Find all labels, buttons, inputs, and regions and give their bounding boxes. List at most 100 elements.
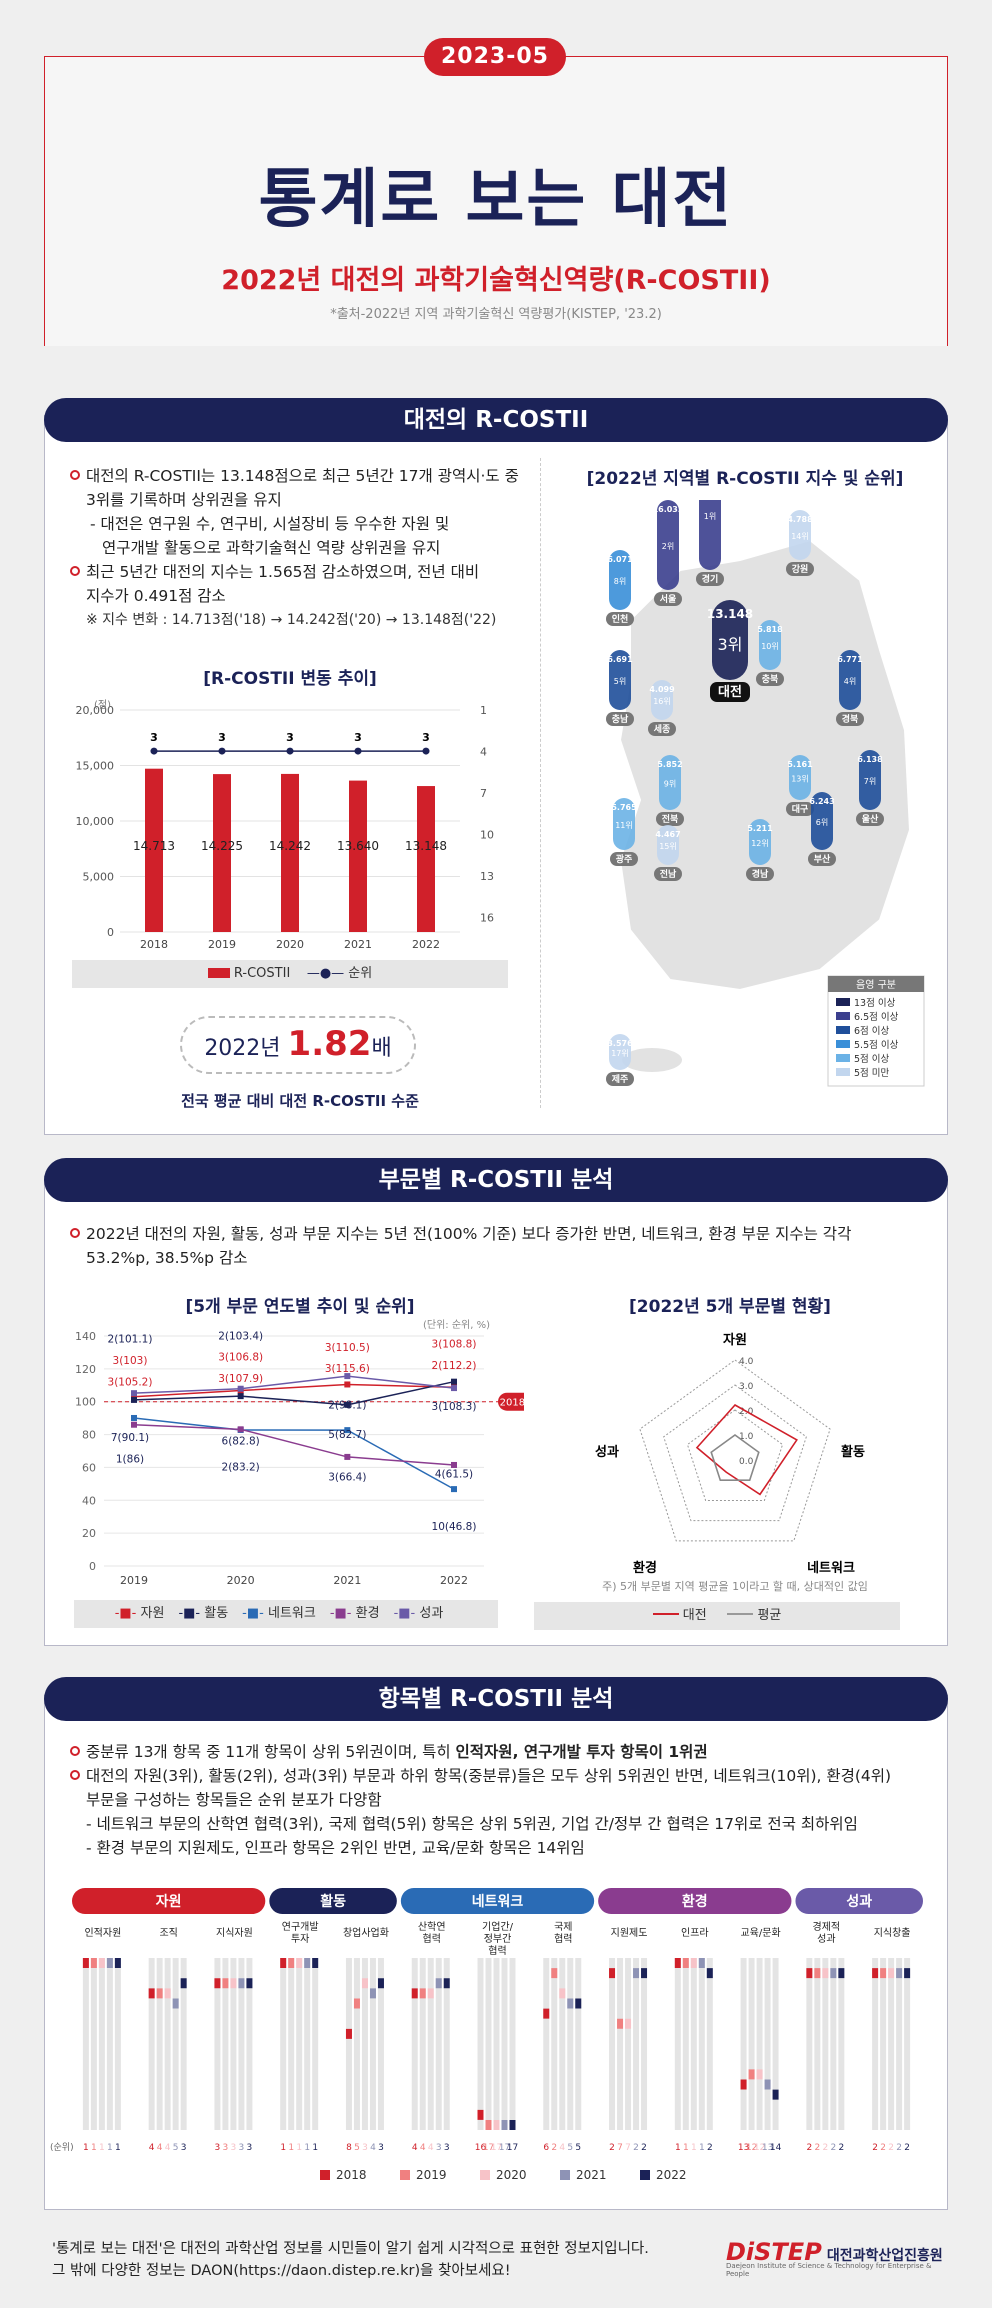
line-환경: [133, 1423, 455, 1466]
region-rank: 12위: [751, 839, 769, 848]
rank-track: [575, 1958, 582, 2130]
rank-mark: [501, 2120, 508, 2130]
rank-track: [156, 1958, 163, 2130]
rank-track: [888, 1958, 895, 2130]
rank-value: 1: [699, 2143, 705, 2153]
rank-mark: [172, 1998, 179, 2009]
section-3-title: 항목별 R-COSTII 분석: [44, 1677, 948, 1721]
group-pill: [400, 1888, 595, 1914]
rank-mark: [575, 1998, 582, 2009]
bar-value: 14.225: [201, 839, 243, 853]
point-환경: [344, 1453, 351, 1460]
rank-mark: [740, 2079, 747, 2090]
rank-label: 3: [218, 731, 226, 744]
sec3-bullets: 중분류 13개 항목 중 11개 항목이 상위 5위권이며, 특히 인적자원, …: [70, 1740, 940, 1860]
bar-충남: [609, 650, 631, 710]
region-name: 충남: [612, 713, 629, 725]
tag-bg: [654, 867, 682, 881]
data-label: 3(108.3): [432, 1401, 477, 1413]
rank-point: [354, 747, 362, 755]
year-label: 2020: [496, 2168, 527, 2182]
rank-track: [806, 1958, 813, 2130]
tag-bg: [696, 572, 724, 586]
source-note: *출처-2022년 지역 과학기술혁신 역량평가(KISTEP, '23.2): [330, 307, 662, 322]
data-label: 3(110.5): [325, 1342, 370, 1354]
region-name: 울산: [862, 813, 879, 825]
bar-서울: [657, 500, 679, 590]
region-value: 13.148: [707, 607, 753, 621]
line-title: [5개 부문 연도별 추이 및 순위]: [185, 1297, 415, 1317]
rank-value: 2: [641, 2143, 647, 2153]
legend-label: 5.5점 이상: [854, 1039, 899, 1051]
rank-track: [904, 1958, 911, 2130]
bar-대전: [712, 600, 748, 680]
baseline-label: 2018년: [500, 1397, 524, 1409]
year-swatch: [400, 2170, 410, 2180]
rank-track: [698, 1958, 705, 2130]
rank-value: 4: [370, 2143, 376, 2153]
bar-부산: [811, 792, 833, 850]
region-value: 4.099: [649, 685, 675, 694]
item-name: 연구개발: [282, 1921, 319, 1933]
legend-label: 5점 이상: [854, 1053, 890, 1065]
year-swatch: [480, 2170, 490, 2180]
bar-제주: [609, 1034, 631, 1070]
tag-bg: [786, 562, 814, 576]
region-value: 5.765: [611, 803, 637, 812]
rank-track: [764, 1958, 771, 2130]
bar-인천: [609, 550, 631, 610]
rank-track: [164, 1958, 171, 2130]
region-value: 4.467: [655, 830, 680, 839]
data-label: 3(66.4): [328, 1472, 366, 1484]
region-name: 광주: [616, 853, 633, 865]
rank-mark: [706, 1968, 713, 1979]
rank-track: [214, 1958, 221, 2130]
region-name: 경기: [702, 573, 719, 585]
rank-axis-label: (순위): [50, 2142, 74, 2153]
region-rank: 7위: [864, 777, 876, 786]
data-label: 4(61.5): [435, 1468, 473, 1480]
rank-mark: [493, 2120, 500, 2130]
rank-track: [880, 1958, 887, 2130]
bar-value: 14.242: [269, 839, 311, 853]
rank-track: [304, 1958, 311, 2130]
rank-mark: [164, 1988, 171, 1999]
region-name: 제주: [612, 1073, 629, 1085]
rank-value: 1: [280, 2143, 286, 2153]
region-rank: 17위: [611, 1049, 629, 1058]
x-tick: 2021: [333, 1574, 361, 1587]
data-label: 3(115.6): [325, 1363, 370, 1375]
tag-bg: [710, 682, 750, 702]
radar-평균: [710, 1434, 760, 1482]
trend-chart: 0 5,000 10,000 15,000 20,000(점) 1 4 7 10 13 16 14.7…: [76, 699, 495, 951]
map-legend-head: [828, 976, 924, 992]
legend-swatch: [836, 1040, 850, 1048]
bar-value: 13.148: [405, 839, 447, 853]
rank-track: [172, 1958, 179, 2130]
y-tick: 80: [82, 1429, 96, 1442]
bar-2018: [145, 768, 163, 932]
region-value: 5.211: [747, 824, 773, 833]
rank-mark: [625, 2018, 632, 2029]
year-swatch: [640, 2170, 650, 2180]
y-tick: 0: [107, 926, 114, 939]
legend-swatch: [836, 1054, 850, 1062]
rank-value: 2: [822, 2143, 828, 2153]
rank-value: 2: [896, 2143, 902, 2153]
y-tick: 20,000: [76, 704, 115, 717]
rank-value: 3: [362, 2143, 368, 2153]
rank-mark: [904, 1968, 911, 1979]
group-pill: [269, 1888, 397, 1914]
y-tick: 5,000: [83, 871, 115, 884]
tag-bg: [606, 712, 634, 726]
item-name: 산학연: [418, 1921, 446, 1933]
data-label: 3(106.8): [218, 1352, 263, 1364]
region-name: 부산: [814, 853, 831, 865]
tag-bg: [836, 712, 864, 726]
year-label: 2021: [576, 2168, 607, 2182]
legend-swatch: [836, 1068, 850, 1076]
region-rank: 15위: [659, 842, 677, 851]
rank-value: 4: [559, 2143, 565, 2153]
group-pill: [72, 1888, 266, 1914]
tag-bg: [648, 722, 676, 736]
